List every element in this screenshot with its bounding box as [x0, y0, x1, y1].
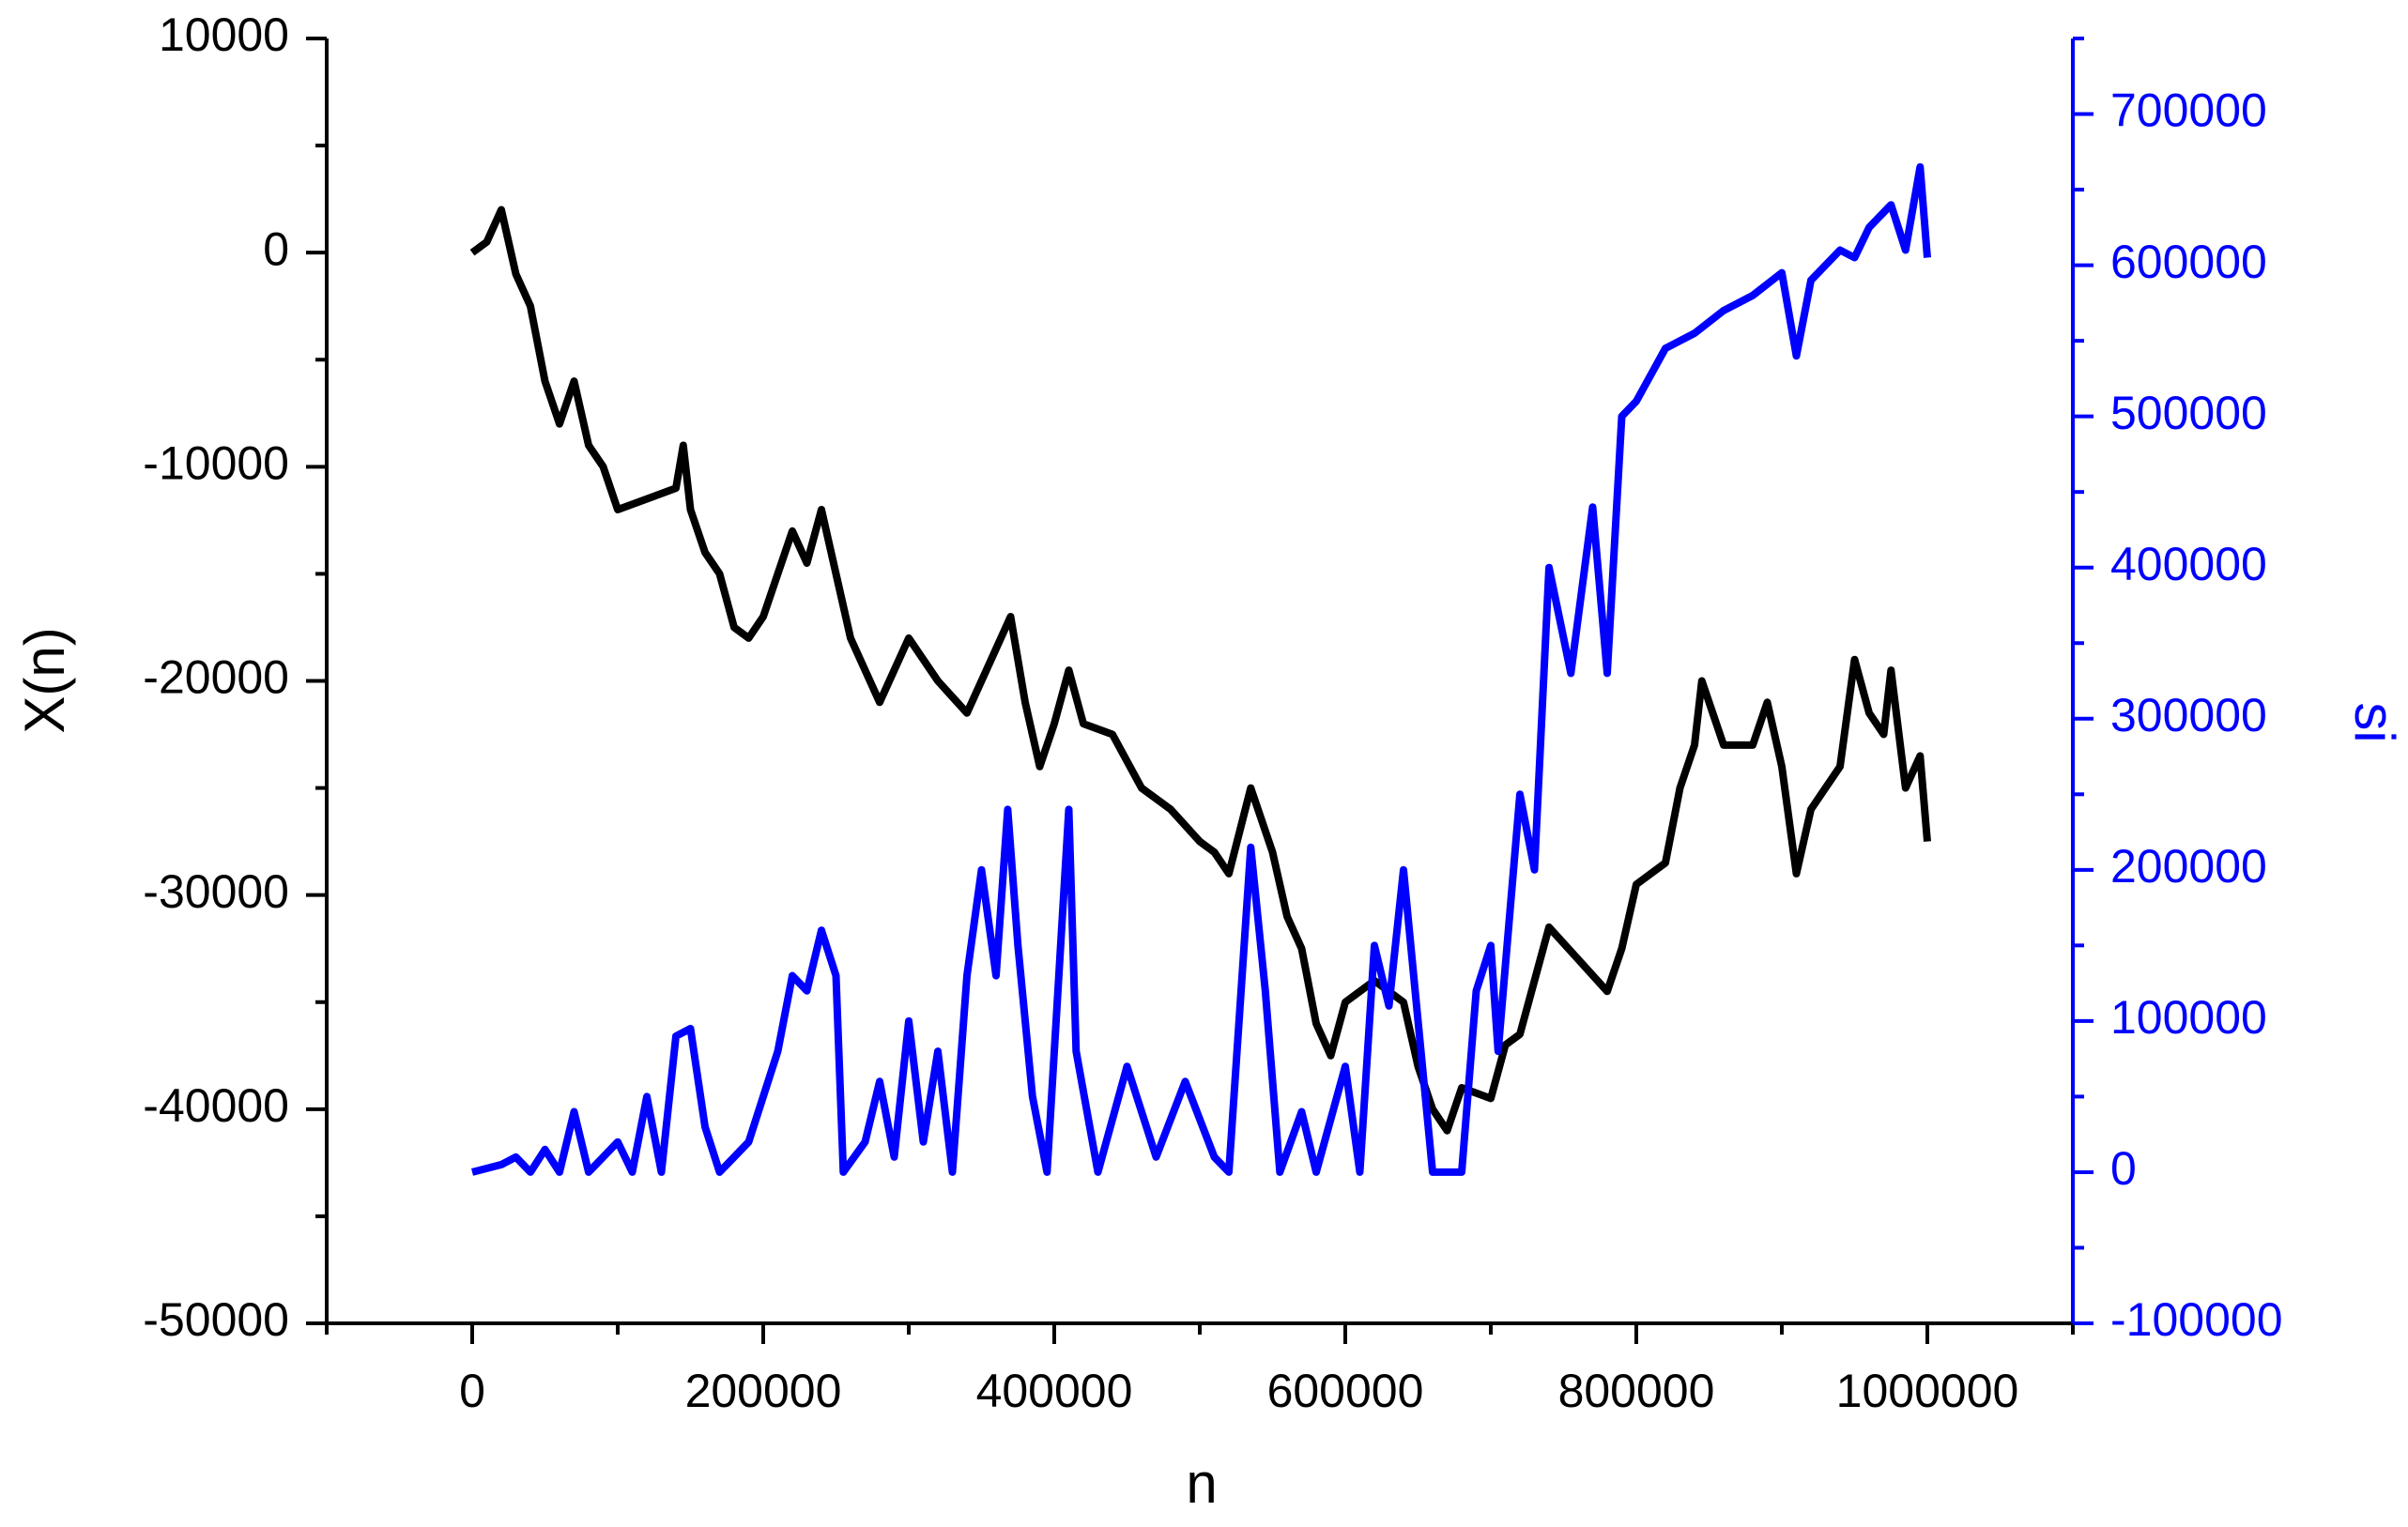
y2-tick-label: 100000 — [2110, 991, 2267, 1044]
x-tick-label: 0 — [459, 1365, 485, 1417]
y-tick-label: 0 — [263, 222, 289, 275]
y-tick-label: -40000 — [143, 1079, 289, 1132]
x-tick-label: 1000000 — [1836, 1365, 2019, 1417]
y2-tick-label: 200000 — [2110, 840, 2267, 893]
x-tick-label: 400000 — [976, 1365, 1133, 1417]
y2-axis-title: si — [2343, 702, 2406, 742]
x-axis-title: n — [1186, 1452, 1217, 1515]
y2-tick-label: 500000 — [2110, 387, 2267, 439]
y-axis-title: X(n) — [13, 627, 76, 733]
y2-tick-label: 700000 — [2110, 84, 2267, 137]
y2-tick-label: 400000 — [2110, 538, 2267, 590]
y-tick-label: 10000 — [159, 8, 289, 61]
y2-tick-label: 0 — [2110, 1142, 2137, 1195]
y-tick-label: -20000 — [143, 651, 289, 704]
x-tick-label: 200000 — [685, 1365, 842, 1417]
y-tick-label: -10000 — [143, 437, 289, 490]
y2-tick-label: 600000 — [2110, 236, 2267, 288]
data-line — [469, 206, 1931, 1135]
x-tick-label: 600000 — [1267, 1365, 1424, 1417]
y2-tick-label: -100000 — [2110, 1293, 2283, 1346]
y2-tick-label: 300000 — [2110, 689, 2267, 741]
x-tick-label: 800000 — [1558, 1365, 1715, 1417]
y-tick-label: -30000 — [143, 865, 289, 918]
data-line — [471, 162, 1931, 1176]
y-tick-label: -50000 — [143, 1293, 289, 1346]
